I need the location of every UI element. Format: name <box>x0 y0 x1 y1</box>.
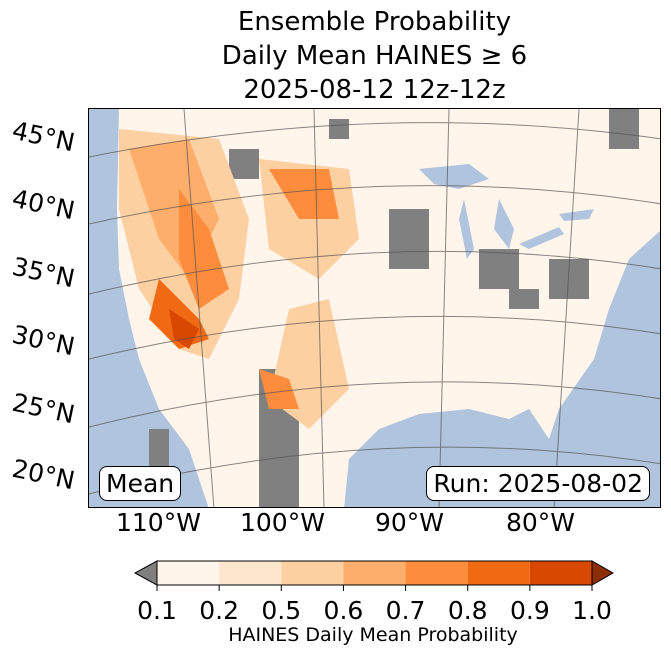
colorbar-tick-label: 0.1 <box>137 596 177 625</box>
colorbar-segment <box>157 561 220 585</box>
colorbar-tick-label: 0.8 <box>447 596 488 625</box>
colorbar-over-triangle <box>591 560 615 586</box>
colorbar-tick-label: 0.5 <box>261 596 302 625</box>
colorbar-outline <box>156 560 593 586</box>
lon-label: 110°W <box>116 508 201 537</box>
colorbar-segment <box>467 561 530 585</box>
land <box>117 109 660 507</box>
great-lakes <box>419 164 594 259</box>
probability-map: Mean Run: 2025-08-02 <box>88 108 661 508</box>
colorbar-segment <box>529 561 592 585</box>
colorbar-tick-label: 1.0 <box>572 596 612 625</box>
title-line-3: 2025-08-12 12z-12z <box>243 75 506 105</box>
lon-label: 100°W <box>240 508 325 537</box>
statistic-label: Mean <box>99 466 182 501</box>
lat-label: 35°N <box>9 251 78 294</box>
colorbar-tick-label: 0.6 <box>323 596 364 625</box>
lat-label: 45°N <box>9 115 78 158</box>
colorbar-segment <box>343 561 406 585</box>
colorbar-tick-label: 0.9 <box>509 596 550 625</box>
lat-label: 30°N <box>9 319 78 362</box>
lat-label: 25°N <box>9 387 78 430</box>
lat-label: 20°N <box>9 453 78 496</box>
run-date-label: Run: 2025-08-02 <box>426 466 650 501</box>
graticule <box>89 109 660 507</box>
colorbar-segment <box>281 561 344 585</box>
colorbar-tick-label: 0.2 <box>199 596 240 625</box>
title-line-1: Ensemble Probability <box>237 7 512 37</box>
colorbar-segment <box>219 561 282 585</box>
colorbar-segment <box>405 561 468 585</box>
map-svg <box>89 109 660 507</box>
title-line-2: Daily Mean HAINES ≥ 6 <box>221 41 528 71</box>
colorbar-label: HAINES Daily Mean Probability <box>228 624 518 646</box>
colorbar-tick-label: 0.7 <box>385 596 426 625</box>
lon-label: 80°W <box>506 508 576 537</box>
colorbar <box>133 560 615 591</box>
lon-label: 90°W <box>375 508 445 537</box>
lat-label: 40°N <box>9 183 78 226</box>
probability-shading <box>119 129 359 429</box>
colorbar-under-triangle <box>133 560 158 586</box>
